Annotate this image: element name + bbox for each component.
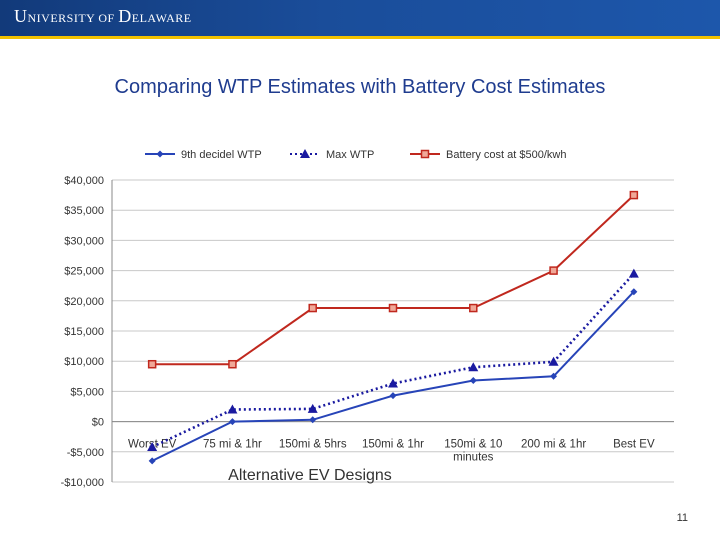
data-point-series-2 (629, 190, 639, 200)
data-point-series-0 (148, 457, 156, 465)
data-point-series-0 (550, 372, 558, 380)
data-point-series-2 (388, 303, 398, 313)
series-line-1 (151, 272, 635, 449)
data-point-series-0 (389, 392, 397, 400)
data-point-series-1 (548, 356, 559, 366)
university-logo[interactable]: UNIVERSITY OF DELAWARE (14, 6, 192, 26)
chart-container: $40,000 $35,000 $30,000 $25,000 $20,000 $15,0… (40, 140, 680, 500)
data-point-series-2 (147, 359, 157, 369)
data-point-series-0 (469, 377, 477, 385)
series-line-0 (151, 291, 635, 462)
slide-title: Comparing WTP Estimates with Battery Cos… (114, 76, 606, 98)
x-tick-label: 150mi & 1hr (362, 439, 424, 451)
series-line-2 (152, 194, 635, 366)
data-point-series-1 (227, 404, 238, 414)
y-tick-label: $35,000 (64, 205, 104, 217)
legend-label-2: Battery cost at $500/kwh (446, 149, 566, 161)
line-chart: $40,000 $35,000 $30,000 $25,000 $20,000 $15,0… (61, 149, 674, 489)
data-point-series-2 (549, 266, 558, 275)
y-tick-label: $10,000 (64, 356, 104, 368)
data-point-series-1 (147, 441, 158, 451)
data-point-series-2 (308, 303, 317, 313)
data-point-series-1 (388, 378, 398, 388)
data-point-series-0 (228, 418, 236, 426)
y-tick-label: $0 (92, 417, 104, 429)
x-tick-label: 200 mi & 1hr (521, 439, 586, 451)
y-tick-label: $5,000 (70, 386, 104, 398)
legend-marker-2 (420, 149, 430, 159)
y-tick-label: -$5,000 (67, 447, 104, 459)
data-point-series-2 (469, 303, 478, 313)
y-tick-label: $25,000 (64, 266, 104, 278)
page-number: 11 (676, 512, 688, 524)
legend-marker-1 (300, 149, 310, 158)
x-tick-label: Best EV (613, 439, 655, 451)
data-point-series-2 (228, 359, 237, 369)
x-axis-title: Alternative EV Designs (228, 467, 392, 484)
x-tick-label: 150mi & 5hrs (279, 439, 347, 451)
y-tick-label: $30,000 (64, 235, 104, 247)
header-accent-line (0, 36, 720, 39)
y-tick-label: -$10,000 (61, 477, 104, 489)
header-banner (0, 0, 720, 36)
data-point-series-0 (630, 288, 638, 296)
data-point-series-1 (307, 403, 318, 413)
x-tick-label: 75 mi & 1hr (203, 439, 262, 451)
legend-marker-0 (156, 150, 164, 158)
y-tick-label: $20,000 (64, 296, 104, 308)
data-point-series-1 (468, 362, 479, 372)
legend-label-0: 9th decidel WTP (181, 149, 262, 161)
x-tick-label: 150mi & 10 minutes (444, 439, 502, 464)
data-point-series-1 (628, 268, 639, 278)
y-tick-label: $15,000 (64, 326, 104, 338)
y-tick-label: $40,000 (64, 175, 104, 187)
legend-label-1: Max WTP (326, 149, 374, 161)
data-point-series-0 (309, 416, 317, 424)
